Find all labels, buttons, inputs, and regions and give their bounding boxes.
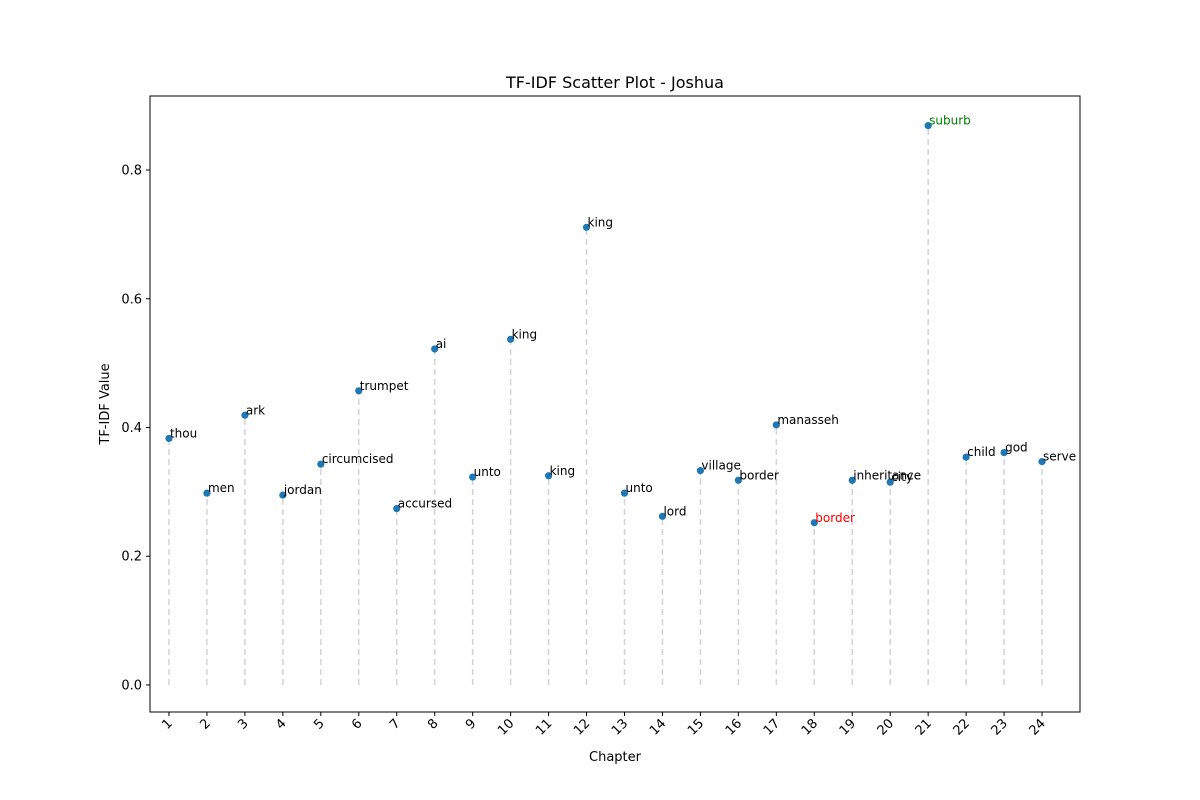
data-point-3 (241, 411, 249, 419)
y-tick-label: 0.8 (121, 164, 142, 179)
data-point-24 (1038, 458, 1046, 466)
point-label-6: trumpet (360, 379, 409, 393)
point-label-9: unto (474, 465, 501, 479)
y-tick-label: 0.2 (121, 550, 142, 565)
point-label-18: border (815, 511, 855, 525)
data-point-8 (431, 345, 439, 353)
point-label-19: inheritance (853, 468, 921, 482)
data-point-11 (544, 472, 553, 480)
point-label-2: men (208, 481, 235, 495)
point-label-10: king (512, 327, 538, 341)
y-tick-label: 0.4 (121, 421, 142, 436)
data-point-20 (886, 478, 894, 486)
data-point-13 (620, 489, 629, 497)
point-label-3: ark (246, 403, 265, 417)
point-label-11: king (550, 464, 576, 478)
point-label-8: ai (436, 337, 447, 351)
x-axis-label: Chapter (589, 750, 642, 765)
data-point-14 (658, 512, 667, 520)
point-label-12: king (588, 215, 614, 229)
y-axis: 0.0 0.2 0.4 0.6 0.8 (121, 164, 150, 693)
data-point-17 (772, 421, 780, 429)
point-label-24: serve (1043, 450, 1076, 464)
data-point-22 (962, 453, 970, 461)
point-label-17: manasseh (777, 413, 839, 427)
point-label-22: child (967, 445, 996, 459)
data-point-9 (469, 473, 477, 481)
plot-frame (149, 95, 1081, 713)
data-point-7 (393, 504, 401, 513)
point-label-4: jordan (283, 483, 322, 497)
data-point-23 (1000, 448, 1008, 457)
point-label-23: god (1005, 441, 1028, 455)
data-point-5 (317, 460, 325, 468)
point-label-14: lord (663, 504, 686, 518)
point-label-7: accursed (398, 497, 452, 511)
y-axis-label: TF-IDF Value (98, 363, 113, 445)
data-point-21 (924, 122, 932, 130)
point-label-5: circumcised (322, 452, 394, 466)
point-label-20: city (891, 470, 913, 484)
point-label-15: village (701, 459, 740, 473)
data-points (165, 122, 1046, 527)
data-point-16 (734, 476, 742, 484)
data-point-12 (582, 223, 591, 231)
point-label-1: thou (170, 426, 197, 440)
data-point-15 (696, 467, 705, 475)
chart-title: TF-IDF Scatter Plot - Joshua (505, 73, 724, 92)
data-point-4 (279, 491, 287, 499)
y-tick-label: 0.6 (121, 292, 142, 307)
data-point-2 (203, 489, 211, 497)
data-point-1 (165, 434, 173, 443)
data-point-6 (355, 387, 363, 395)
data-point-18 (810, 519, 818, 527)
y-tick-label: 0.0 (121, 678, 142, 693)
data-point-19 (848, 476, 856, 484)
point-label-16: border (739, 468, 779, 482)
data-point-10 (507, 335, 515, 343)
stem-lines (168, 125, 1043, 685)
point-label-13: unto (625, 481, 652, 495)
point-annotations: thou men ark jordan circumcised trumpet accurs… (170, 114, 1076, 525)
point-label-21: suburb (929, 114, 971, 128)
